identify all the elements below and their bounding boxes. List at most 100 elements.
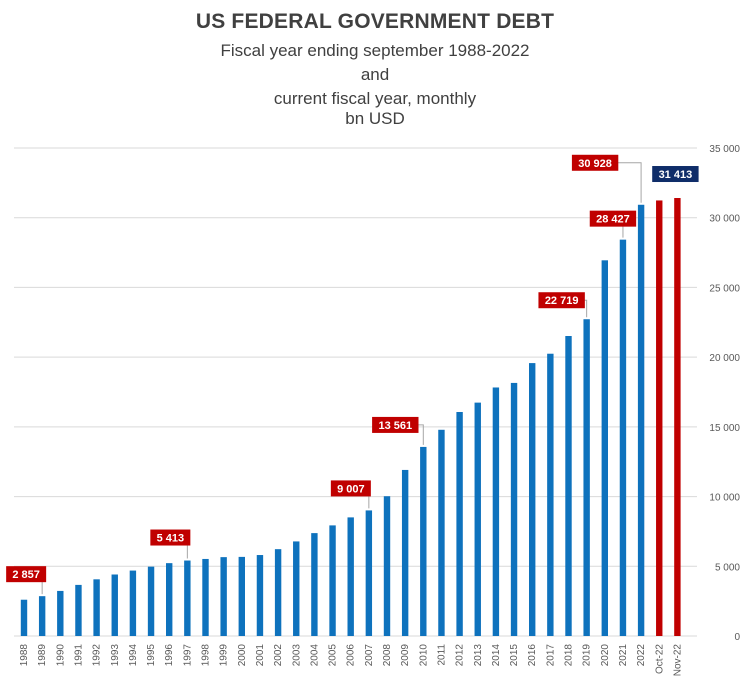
data-label-box xyxy=(538,292,585,309)
x-tick-label: 1994 xyxy=(128,644,139,667)
bar xyxy=(456,411,463,636)
bar xyxy=(93,579,100,636)
bar xyxy=(274,549,282,636)
x-tick-label: 2020 xyxy=(600,644,611,667)
x-tick-label: 2010 xyxy=(418,644,429,667)
bar xyxy=(184,560,191,636)
bar xyxy=(383,496,391,636)
x-tick-label: Oct-22 xyxy=(654,644,665,674)
data-label-box xyxy=(652,166,699,183)
bar xyxy=(129,570,137,636)
x-tick-label: 1992 xyxy=(92,644,103,667)
x-tick-label: 1996 xyxy=(164,644,175,667)
bar xyxy=(166,563,173,636)
x-tick-label: 1991 xyxy=(73,644,84,667)
bar xyxy=(547,353,554,636)
data-label: 2 857 xyxy=(12,569,40,581)
y-tick-label: 25 000 xyxy=(709,283,740,294)
data-label: 31 413 xyxy=(659,169,693,181)
bar xyxy=(510,382,518,636)
bar xyxy=(147,566,155,636)
y-tick-label: 0 xyxy=(734,632,740,643)
bar xyxy=(238,556,245,636)
y-tick-label: 30 000 xyxy=(709,214,740,225)
chart-subtitle-3: current fiscal year, monthly xyxy=(273,89,477,108)
x-tick-label: 2003 xyxy=(291,644,302,667)
data-label: 28 427 xyxy=(596,214,630,226)
data-label: 30 928 xyxy=(578,158,612,170)
x-tick-label: 2012 xyxy=(455,644,466,667)
x-tick-label: Nov-22 xyxy=(672,644,683,677)
x-tick-label: 1990 xyxy=(55,644,66,667)
data-label: 22 719 xyxy=(545,295,579,307)
x-tick-label: 2017 xyxy=(545,644,556,667)
data-label-box xyxy=(571,154,619,171)
bar xyxy=(656,200,663,636)
bar xyxy=(492,387,500,636)
data-label: 13 561 xyxy=(378,420,412,432)
data-label-box xyxy=(372,416,419,433)
bar xyxy=(601,260,608,636)
x-tick-label: 2019 xyxy=(582,644,593,667)
x-tick-label: 2011 xyxy=(436,644,447,666)
y-tick-label: 15 000 xyxy=(709,423,740,434)
bar xyxy=(583,319,590,636)
x-tick-label: 2014 xyxy=(491,644,502,667)
bar xyxy=(365,510,373,636)
bar xyxy=(329,525,336,636)
bar xyxy=(293,541,300,636)
data-label-box xyxy=(6,566,47,583)
data-label-box xyxy=(589,210,637,227)
bar xyxy=(57,590,64,636)
bar xyxy=(202,558,209,636)
x-tick-label: 2013 xyxy=(473,644,484,667)
x-tick-label: 2008 xyxy=(382,644,393,667)
x-tick-label: 1988 xyxy=(19,644,30,667)
y-tick-label: 5 000 xyxy=(715,562,740,573)
y-tick-label: 20 000 xyxy=(709,353,740,364)
x-tick-label: 2000 xyxy=(237,644,248,667)
data-label: 9 007 xyxy=(337,483,365,495)
x-tick-label: 2004 xyxy=(309,644,320,667)
x-tick-label: 1993 xyxy=(110,644,121,667)
bar xyxy=(311,533,318,636)
x-tick-label: 2021 xyxy=(618,644,629,667)
bar xyxy=(438,429,445,636)
data-label-box xyxy=(330,480,371,497)
chart-subtitle-4: bn USD xyxy=(345,109,405,128)
bar xyxy=(401,469,409,636)
y-tick-label: 10 000 xyxy=(709,493,740,504)
chart-subtitle-2: and xyxy=(360,65,390,84)
x-tick-label: 1997 xyxy=(182,644,193,667)
chart-title: US FEDERAL GOVERNMENT DEBT xyxy=(195,10,555,33)
x-tick-label: 1989 xyxy=(37,644,48,667)
bar xyxy=(20,599,28,636)
bar xyxy=(256,555,264,636)
x-tick-label: 2016 xyxy=(527,644,538,667)
x-tick-label: 1995 xyxy=(146,644,157,667)
x-tick-label: 1999 xyxy=(219,644,230,667)
bar xyxy=(347,517,354,636)
x-tick-label: 2002 xyxy=(273,644,284,667)
bar xyxy=(619,239,627,636)
bar xyxy=(674,198,681,636)
data-label: 5 413 xyxy=(157,533,185,545)
bar xyxy=(220,557,227,636)
x-tick-label: 2006 xyxy=(346,644,357,667)
y-tick-label: 35 000 xyxy=(709,144,740,155)
bar xyxy=(111,574,118,636)
bar xyxy=(474,402,481,636)
bar xyxy=(38,596,46,636)
x-tick-label: 2007 xyxy=(364,644,375,667)
x-tick-label: 2001 xyxy=(255,644,266,667)
bar xyxy=(529,363,536,636)
bar xyxy=(420,446,427,636)
bar xyxy=(637,204,645,636)
chart-subtitle-1: Fiscal year ending september 1988-2022 xyxy=(220,41,530,60)
data-label-leader xyxy=(614,162,642,203)
bar xyxy=(565,336,572,636)
data-label-box xyxy=(150,529,191,546)
x-tick-label: 2018 xyxy=(564,644,575,667)
x-tick-label: 2005 xyxy=(328,644,339,667)
